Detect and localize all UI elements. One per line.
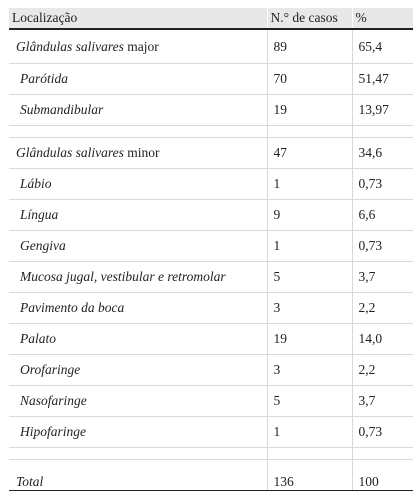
cases-cell: 5 xyxy=(267,261,353,293)
percent-cell: 14,0 xyxy=(352,323,413,355)
percent-cell: 0,73 xyxy=(352,168,413,200)
table-row: Mucosa jugal, vestibular e retromolar 5 … xyxy=(9,261,413,293)
header-location: Localização xyxy=(9,8,268,30)
location-cell: Palato xyxy=(9,323,268,355)
percent-cell: 6,6 xyxy=(352,199,413,231)
group-row-major: Glândulas salivares major 89 65,4 xyxy=(9,29,413,64)
percent-cell: 0,73 xyxy=(352,230,413,262)
total-label: Total xyxy=(9,459,268,491)
table-row: Parótida 70 51,47 xyxy=(9,63,413,95)
cases-cell: 3 xyxy=(267,354,353,386)
percent-cell: 51,47 xyxy=(352,63,413,95)
table-row: Língua 9 6,6 xyxy=(9,199,413,231)
cases-cell: 19 xyxy=(267,94,353,126)
cases-cell: 89 xyxy=(267,29,353,64)
percent-cell: 13,97 xyxy=(352,94,413,126)
table-row: Pavimento da boca 3 2,2 xyxy=(9,292,413,324)
location-cell: Parótida xyxy=(9,63,268,95)
location-cell: Mucosa jugal, vestibular e retromolar xyxy=(9,261,268,293)
table-row: Lábio 1 0,73 xyxy=(9,168,413,200)
location-cell: Orofaringe xyxy=(9,354,268,386)
cases-cell: 9 xyxy=(267,199,353,231)
spacer-row xyxy=(9,125,413,138)
spacer-row xyxy=(9,447,413,460)
percent-cell: 2,2 xyxy=(352,292,413,324)
table-row: Orofaringe 3 2,2 xyxy=(9,354,413,386)
location-cell: Hipofaringe xyxy=(9,416,268,448)
location-table: Localização N.° de casos % Glândulas sal… xyxy=(9,8,413,491)
percent-cell: 2,2 xyxy=(352,354,413,386)
location-cell: Gengiva xyxy=(9,230,268,262)
cases-cell: 1 xyxy=(267,416,353,448)
header-cases: N.° de casos xyxy=(267,8,353,30)
group-row-minor: Glândulas salivares minor 47 34,6 xyxy=(9,137,413,169)
total-cases: 136 xyxy=(267,459,353,491)
table-row: Nasofaringe 5 3,7 xyxy=(9,385,413,417)
cases-cell: 70 xyxy=(267,63,353,95)
total-row: Total 136 100 xyxy=(9,459,413,491)
percent-cell: 65,4 xyxy=(352,29,413,64)
header-percent: % xyxy=(352,8,413,30)
percent-cell: 3,7 xyxy=(352,261,413,293)
percent-cell: 0,73 xyxy=(352,416,413,448)
group-label: Glândulas salivares minor xyxy=(9,137,268,169)
cases-cell: 1 xyxy=(267,168,353,200)
location-cell: Lábio xyxy=(9,168,268,200)
cases-cell: 47 xyxy=(267,137,353,169)
location-cell: Língua xyxy=(9,199,268,231)
group-label: Glândulas salivares major xyxy=(9,29,268,64)
table-row: Gengiva 1 0,73 xyxy=(9,230,413,262)
cases-cell: 3 xyxy=(267,292,353,324)
location-cell: Submandibular xyxy=(9,94,268,126)
total-percent: 100 xyxy=(352,459,413,491)
location-cell: Nasofaringe xyxy=(9,385,268,417)
table-row: Submandibular 19 13,97 xyxy=(9,94,413,126)
table-row: Hipofaringe 1 0,73 xyxy=(9,416,413,448)
percent-cell: 34,6 xyxy=(352,137,413,169)
location-cell: Pavimento da boca xyxy=(9,292,268,324)
cases-cell: 19 xyxy=(267,323,353,355)
header-row: Localização N.° de casos % xyxy=(9,8,413,30)
percent-cell: 3,7 xyxy=(352,385,413,417)
cases-cell: 1 xyxy=(267,230,353,262)
cases-cell: 5 xyxy=(267,385,353,417)
table-row: Palato 19 14,0 xyxy=(9,323,413,355)
